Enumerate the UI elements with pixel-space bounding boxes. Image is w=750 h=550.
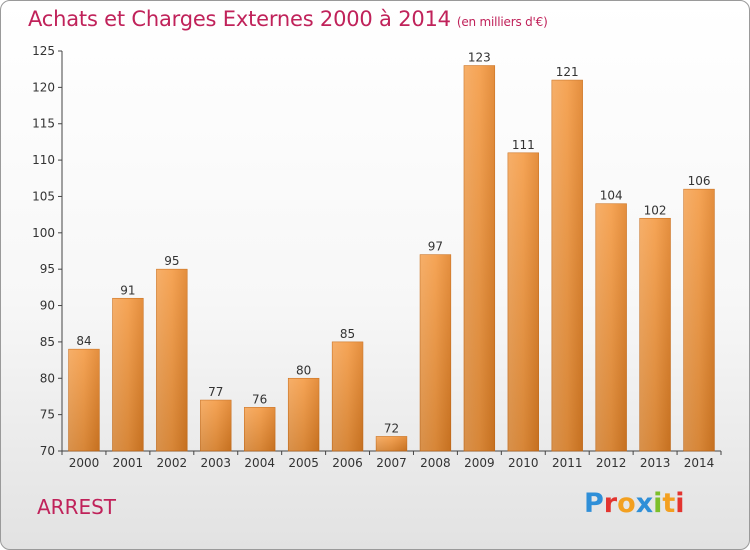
x-tick-label: 2001 (113, 456, 144, 470)
chart-title-text: Achats et Charges Externes 2000 à 2014 (28, 7, 451, 31)
y-tick-label: 95 (40, 262, 55, 276)
y-tick-label: 105 (32, 189, 55, 203)
bar-shade-2001 (112, 298, 144, 451)
chart-title: Achats et Charges Externes 2000 à 2014 (e… (28, 7, 548, 31)
value-label-2010: 111 (512, 138, 535, 152)
x-tick-label: 2007 (376, 456, 407, 470)
commune-name: ARREST (37, 495, 117, 519)
value-label-2005: 80 (296, 363, 311, 377)
y-tick-label: 125 (32, 44, 55, 58)
logo-letter: x (635, 488, 654, 519)
y-tick-label: 120 (32, 80, 55, 94)
y-tick-label: 70 (40, 444, 55, 458)
x-tick-label: 2009 (464, 456, 495, 470)
chart-subtitle: (en milliers d'€) (456, 15, 548, 29)
bar-shade-2009 (463, 65, 495, 451)
y-tick-label: 75 (40, 408, 55, 422)
value-label-2001: 91 (120, 283, 135, 297)
bar-shade-2014 (683, 189, 715, 451)
x-tick-label: 2003 (200, 456, 231, 470)
y-tick-label: 100 (32, 226, 55, 240)
bar-shade-2000 (68, 349, 100, 451)
x-tick-label: 2013 (640, 456, 671, 470)
value-label-2012: 104 (600, 189, 623, 203)
value-label-2006: 85 (340, 327, 355, 341)
logo-letter: t (662, 488, 676, 519)
value-label-2007: 72 (384, 421, 399, 435)
logo-letter: o (617, 488, 636, 519)
logo-letter: i (653, 488, 663, 519)
y-tick-label: 80 (40, 371, 55, 385)
value-label-2002: 95 (164, 254, 179, 268)
proxiti-logo[interactable]: Proxiti (584, 488, 685, 519)
x-tick-label: 2005 (288, 456, 319, 470)
value-label-2011: 121 (556, 65, 579, 79)
x-tick-label: 2010 (508, 456, 539, 470)
value-label-2014: 106 (688, 174, 711, 188)
logo-letter: P (584, 488, 604, 519)
value-labels: 84 91 95 77 76 80 85 72 97 123 111 121 104 102 106 (76, 51, 710, 436)
x-tick-label: 2012 (596, 456, 627, 470)
bar-shade-2008 (420, 254, 451, 451)
x-tick-label: 2002 (157, 456, 188, 470)
bar-shade-2006 (332, 341, 363, 451)
x-tick-label: 2011 (552, 456, 583, 470)
y-tick-label: 85 (40, 335, 55, 349)
x-tick-label: 2004 (244, 456, 275, 470)
value-label-2008: 97 (428, 240, 443, 254)
bar-shade-2010 (507, 152, 539, 451)
bars (68, 65, 715, 452)
bar-shade-2004 (244, 407, 276, 451)
logo-letter: r (603, 488, 618, 519)
value-label-2013: 102 (644, 203, 667, 217)
x-tick-label: 2008 (420, 456, 451, 470)
bar-shade-2013 (639, 218, 671, 451)
value-label-2003: 77 (208, 385, 223, 399)
logo-letter: i (675, 488, 685, 519)
value-label-2009: 123 (468, 51, 491, 65)
axes: 70 75 80 85 90 95 100 105 110 115 120 125 2000 2001 20… (32, 44, 722, 470)
value-label-2004: 76 (252, 392, 267, 406)
bar-shade-2007 (376, 436, 407, 451)
y-tick-label: 110 (32, 153, 55, 167)
bar-shade-2012 (595, 203, 627, 451)
bar-shade-2002 (156, 269, 188, 451)
x-tick-label: 2000 (69, 456, 100, 470)
bar-shade-2003 (200, 400, 232, 451)
x-tick-label: 2014 (684, 456, 715, 470)
bar-shade-2005 (288, 378, 320, 451)
x-tick-label: 2006 (332, 456, 363, 470)
bar-shade-2011 (551, 80, 583, 451)
value-label-2000: 84 (76, 334, 91, 348)
y-tick-label: 115 (32, 117, 55, 131)
y-tick-label: 90 (40, 299, 55, 313)
